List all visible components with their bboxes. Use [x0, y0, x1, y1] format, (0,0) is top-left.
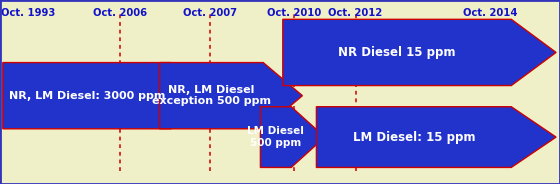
Text: Oct. 1993: Oct. 1993	[1, 8, 55, 18]
Text: LM Diesel
500 ppm: LM Diesel 500 ppm	[248, 126, 304, 148]
Polygon shape	[283, 19, 556, 86]
Text: Oct. 2012: Oct. 2012	[329, 8, 382, 18]
Text: Oct. 2006: Oct. 2006	[94, 8, 147, 18]
Text: Oct. 2007: Oct. 2007	[183, 8, 237, 18]
Text: NR, LM Diesel: 3000 ppm: NR, LM Diesel: 3000 ppm	[8, 91, 165, 101]
Text: NR Diesel 15 ppm: NR Diesel 15 ppm	[338, 46, 456, 59]
Text: LM Diesel: 15 ppm: LM Diesel: 15 ppm	[353, 131, 475, 144]
Polygon shape	[3, 63, 210, 129]
Text: NR, LM Diesel
exception 500 ppm: NR, LM Diesel exception 500 ppm	[152, 85, 271, 107]
Text: Oct. 2014: Oct. 2014	[463, 8, 517, 18]
Polygon shape	[160, 63, 302, 129]
Polygon shape	[260, 107, 325, 167]
Text: Oct. 2010: Oct. 2010	[267, 8, 321, 18]
Polygon shape	[316, 107, 556, 167]
